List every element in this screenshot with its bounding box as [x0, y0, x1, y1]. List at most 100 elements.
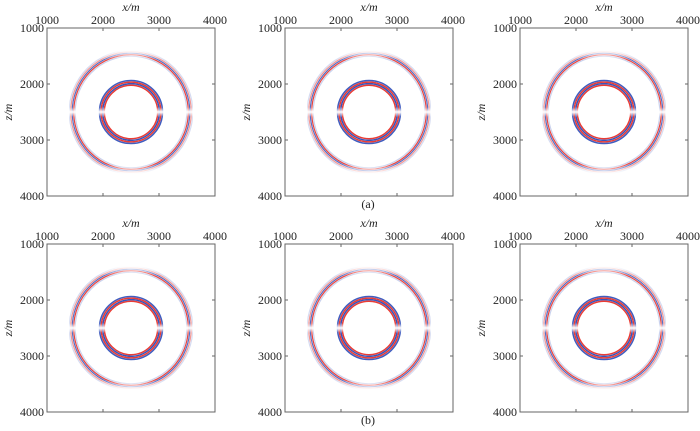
plot-frame [284, 243, 454, 413]
outer-wavefront [543, 267, 665, 389]
y-tick-label: 4000 [493, 189, 517, 203]
inner-wavefront [103, 300, 159, 356]
plot-frame [519, 27, 689, 197]
inner-wavefront [98, 79, 164, 145]
y-tick-label: 1000 [20, 237, 44, 251]
inner-wavefront [336, 295, 402, 361]
inner-wavefront [100, 81, 162, 143]
inner-wavefront [574, 298, 634, 358]
wavefronts [68, 49, 194, 175]
x-tick-label: 2000 [564, 229, 588, 243]
plot-frame [46, 27, 216, 197]
caption-b: (b) [361, 413, 375, 427]
x-tick-label: 1000 [35, 13, 59, 27]
y-tick-label: 3000 [493, 133, 517, 147]
outer-wavefront [311, 54, 427, 170]
x-tick-label: 1000 [273, 13, 297, 27]
y-tick-label: 1000 [20, 21, 44, 35]
outer-wavefront [546, 54, 662, 170]
inner-wavefront [339, 82, 399, 142]
wavefronts [306, 265, 432, 391]
y-tick-label: 3000 [258, 349, 282, 363]
y-tick-label: 2000 [20, 77, 44, 91]
inner-wavefront [576, 84, 632, 140]
x-tick-label: 4000 [441, 229, 465, 243]
x-tick-label: 4000 [203, 229, 227, 243]
inner-wavefront [574, 82, 634, 142]
x-tick-label: 1000 [35, 229, 59, 243]
y-tick-label: 1000 [493, 21, 517, 35]
x-tick-label: 4000 [676, 13, 700, 27]
y-tick-label: 3000 [20, 133, 44, 147]
outer-wavefront [306, 49, 432, 175]
outer-wavefront [308, 51, 430, 173]
outer-wavefront [71, 268, 191, 388]
x-tick-label: 2000 [329, 229, 353, 243]
wavefield-panel-b-3: 1000 2000 3000 4000 1000 2000 3000 4000 x/m z/m [474, 216, 700, 419]
outer-wavefront [312, 271, 426, 385]
x-axis-label: x/m [594, 216, 613, 230]
inner-wavefront [341, 84, 397, 140]
y-tick-label: 4000 [20, 405, 44, 419]
inner-wavefront [341, 300, 397, 356]
y-tick-label: 4000 [258, 189, 282, 203]
wavefronts [541, 265, 667, 391]
x-tick-label: 4000 [676, 229, 700, 243]
y-tick-label: 2000 [20, 293, 44, 307]
outer-wavefront [70, 51, 192, 173]
y-tick-label: 2000 [493, 293, 517, 307]
outer-wavefront [547, 271, 661, 385]
outer-wavefront [541, 265, 667, 391]
wavefronts [306, 49, 432, 175]
outer-wavefront [309, 52, 429, 172]
outer-wavefront [546, 270, 662, 386]
inner-wavefront [338, 81, 400, 143]
x-axis-label: x/m [121, 0, 140, 14]
y-axis-label: z/m [474, 103, 488, 121]
y-axis-label: z/m [1, 103, 15, 121]
inner-wavefront [336, 79, 402, 145]
wavefronts [68, 265, 194, 391]
outer-wavefront [74, 55, 188, 169]
wavefield-panel-a-2: 1000 2000 3000 4000 1000 2000 3000 4000 x/m z/m [239, 0, 465, 203]
outer-wavefront [541, 49, 667, 175]
plot-frame [284, 27, 454, 197]
outer-wavefront [70, 267, 192, 389]
x-tick-label: 3000 [385, 13, 409, 27]
plot-frame [46, 243, 216, 413]
y-tick-label: 4000 [493, 405, 517, 419]
plot-frame [519, 243, 689, 413]
x-tick-label: 2000 [329, 13, 353, 27]
inner-wavefront [98, 295, 164, 361]
inner-wavefront [573, 81, 635, 143]
y-tick-label: 3000 [20, 349, 44, 363]
x-tick-label: 3000 [620, 229, 644, 243]
y-tick-label: 2000 [258, 77, 282, 91]
y-axis-label: z/m [239, 103, 253, 121]
outer-wavefront [74, 271, 188, 385]
outer-wavefront [73, 54, 189, 170]
x-tick-label: 3000 [147, 13, 171, 27]
x-tick-label: 2000 [91, 229, 115, 243]
outer-wavefront [71, 52, 191, 172]
outer-wavefront [309, 268, 429, 388]
outer-wavefront [543, 51, 665, 173]
x-tick-label: 3000 [620, 13, 644, 27]
x-tick-label: 4000 [203, 13, 227, 27]
outer-wavefront [547, 55, 661, 169]
outer-wavefront [306, 265, 432, 391]
outer-wavefront [544, 268, 664, 388]
wavefield-panel-b-1: 1000 2000 3000 4000 1000 2000 3000 4000 x/m z/m [1, 216, 227, 419]
x-tick-label: 1000 [508, 229, 532, 243]
wavefield-panel-b-2: 1000 2000 3000 4000 1000 2000 3000 4000 x/m z/m [239, 216, 465, 419]
outer-wavefront [68, 265, 194, 391]
outer-wavefront [73, 270, 189, 386]
x-tick-label: 2000 [91, 13, 115, 27]
x-axis-label: x/m [359, 0, 378, 14]
wavefronts [541, 49, 667, 175]
y-axis-label: z/m [1, 319, 15, 337]
caption-a: (a) [361, 197, 375, 211]
wavefield-panel-a-1: 1000 2000 3000 4000 1000 2000 3000 4000 x/m z/m [1, 0, 227, 203]
outer-wavefront [311, 270, 427, 386]
y-tick-label: 1000 [258, 21, 282, 35]
